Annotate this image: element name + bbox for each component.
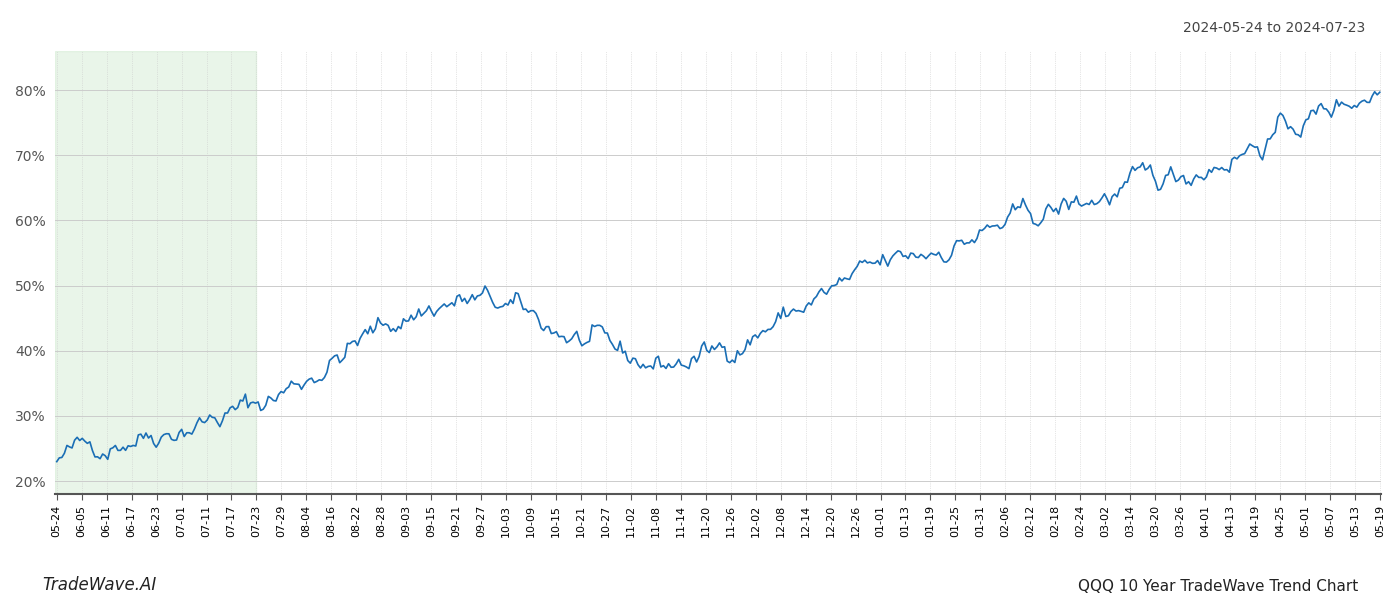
Text: QQQ 10 Year TradeWave Trend Chart: QQQ 10 Year TradeWave Trend Chart: [1078, 579, 1358, 594]
Text: TradeWave.AI: TradeWave.AI: [42, 576, 157, 594]
Bar: [56, 51, 256, 494]
Text: 2024-05-24 to 2024-07-23: 2024-05-24 to 2024-07-23: [1183, 21, 1365, 35]
